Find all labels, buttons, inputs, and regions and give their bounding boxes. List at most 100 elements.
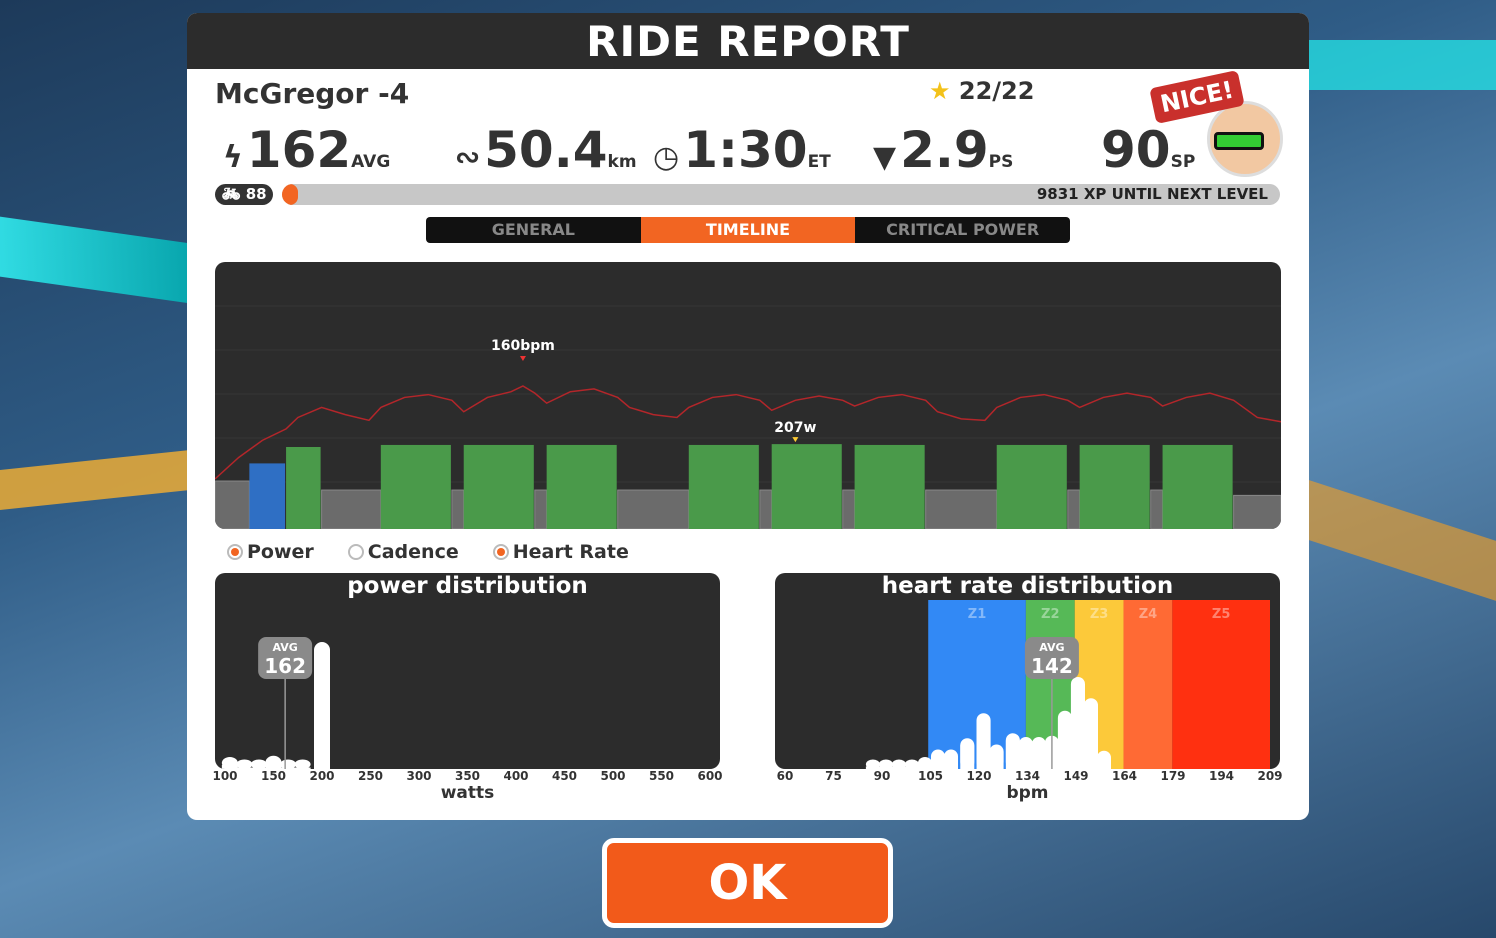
ride-report-dialog: RIDE REPORT McGregor -4 ★ 22/22 ϟ 162 AVG … (187, 13, 1309, 820)
power-bar (925, 489, 998, 529)
stat-unit: ET (807, 152, 831, 172)
power-bar (249, 463, 286, 529)
zone-label: Z2 (1041, 607, 1059, 622)
axis-tick: 90 (873, 769, 891, 783)
histogram-bar-fill (904, 766, 919, 769)
histogram-bar-fill (989, 751, 1004, 769)
power-axis-label: watts (440, 783, 495, 803)
axis-tick: 550 (648, 769, 675, 783)
sunglasses-icon (1214, 132, 1264, 150)
axis-tick: 150 (260, 769, 287, 783)
avg-label: AVG (272, 641, 297, 654)
histogram-bar (250, 759, 267, 769)
stars-value: 22/22 (958, 77, 1035, 105)
axis-tick: 100 (212, 769, 238, 783)
histogram-bar-fill (1018, 744, 1033, 769)
legend-label: Heart Rate (512, 541, 629, 563)
zone-label: Z3 (1090, 607, 1108, 622)
hr-max-marker (519, 356, 526, 361)
zone-band (1172, 600, 1270, 769)
axis-tick: 179 (1160, 769, 1186, 783)
axis-tick: 350 (454, 769, 481, 783)
stat-value: 1:30 (683, 121, 808, 179)
legend-cadence[interactable]: Cadence (347, 541, 459, 563)
axis-tick: 120 (966, 769, 992, 783)
background-light (1306, 479, 1496, 601)
histogram-bar-fill (944, 756, 959, 769)
axis-tick: 105 (917, 769, 944, 783)
axis-tick: 164 (1111, 769, 1138, 783)
power-bar (1079, 444, 1150, 529)
power-radio[interactable] (227, 544, 243, 560)
histogram-bar-fill (1031, 744, 1046, 769)
heart-rate-axis-label: bpm (1006, 783, 1049, 803)
xp-progress-fill (282, 184, 298, 205)
histogram-bar-fill (917, 764, 932, 769)
chart-title: heart rate distribution (881, 573, 1174, 599)
stat-value: 162 (246, 121, 352, 179)
legend-power[interactable]: Power (227, 541, 314, 563)
axis-tick: 149 (1063, 769, 1089, 783)
histogram-bar-fill (1005, 740, 1020, 769)
power-bar (1162, 444, 1233, 529)
avg-value: 162 (264, 654, 306, 678)
background-light (0, 450, 190, 510)
ok-button[interactable]: OK (602, 838, 893, 928)
histogram-bar-fill (250, 767, 267, 769)
stat-value: 2.9 (900, 121, 989, 179)
zone-band (1123, 600, 1173, 769)
histogram-bar-fill (878, 766, 893, 769)
histogram-bar-fill (1057, 717, 1072, 769)
histogram-bar (236, 759, 253, 769)
tab-critical-power[interactable]: CRITICAL POWER (886, 220, 1040, 239)
axis-tick: 250 (357, 769, 384, 783)
heart-rate-line (215, 385, 1281, 480)
histogram-bar (294, 759, 311, 769)
heart-rate-distribution-chart: Z1 Z2 Z3 Z4 Z5 AVG 142 heart rate distribution (775, 573, 1280, 769)
rider-name: McGregor -4 (215, 77, 410, 110)
axis-tick: 400 (503, 769, 529, 783)
power-bar (1067, 489, 1081, 529)
power-bar (617, 489, 690, 529)
stat-avg-power: ϟ 162 AVG (223, 121, 390, 179)
power-bar (854, 444, 925, 529)
stat-value: 50.4 (484, 121, 608, 179)
cadence-radio[interactable] (347, 544, 364, 560)
legend-heart-rate[interactable]: Heart Rate (492, 541, 629, 563)
power-bar (215, 480, 250, 529)
stat-distance: ∾ 50.4 km (455, 121, 637, 179)
stat-elapsed-time: ◷ 1:30 ET (653, 121, 831, 179)
axis-tick: 134 (1014, 769, 1041, 783)
histogram-bar-fill (236, 767, 253, 769)
level-value: 88 (245, 185, 267, 203)
power-bar (286, 447, 321, 529)
chart-title: power distribution (347, 573, 588, 599)
axis-tick: 194 (1208, 769, 1235, 783)
stat-sport-points: 90 SP (1101, 121, 1195, 179)
zone-label: Z5 (1212, 607, 1230, 622)
power-bar (842, 489, 856, 529)
stat-unit: AVG (351, 152, 391, 172)
route-icon: ∾ (455, 140, 481, 175)
power-bar (546, 444, 617, 529)
histogram-bar-fill (265, 763, 282, 769)
heart-rate-radio[interactable] (492, 544, 509, 560)
power-max-marker (792, 437, 799, 443)
power-max-label: 207w (774, 420, 816, 436)
tab-timeline[interactable]: TIMELINE (640, 217, 856, 243)
power-bar (534, 489, 548, 529)
stat-unit: SP (1170, 152, 1196, 172)
power-bar (759, 489, 773, 529)
avatar (1207, 101, 1283, 177)
legend-label: Power (247, 541, 314, 563)
histogram-bar-fill (314, 650, 330, 769)
power-bar (463, 444, 534, 529)
tab-general[interactable]: GENERAL (491, 220, 575, 239)
power-bar (1233, 494, 1281, 529)
avg-badge (1024, 637, 1079, 679)
histogram-bar-fill (960, 745, 975, 769)
heart-rate-axis-ticks: 60 75 90 105 120 134 149 164 179 194 209 (775, 769, 1283, 785)
axis-tick: 500 (600, 769, 626, 783)
